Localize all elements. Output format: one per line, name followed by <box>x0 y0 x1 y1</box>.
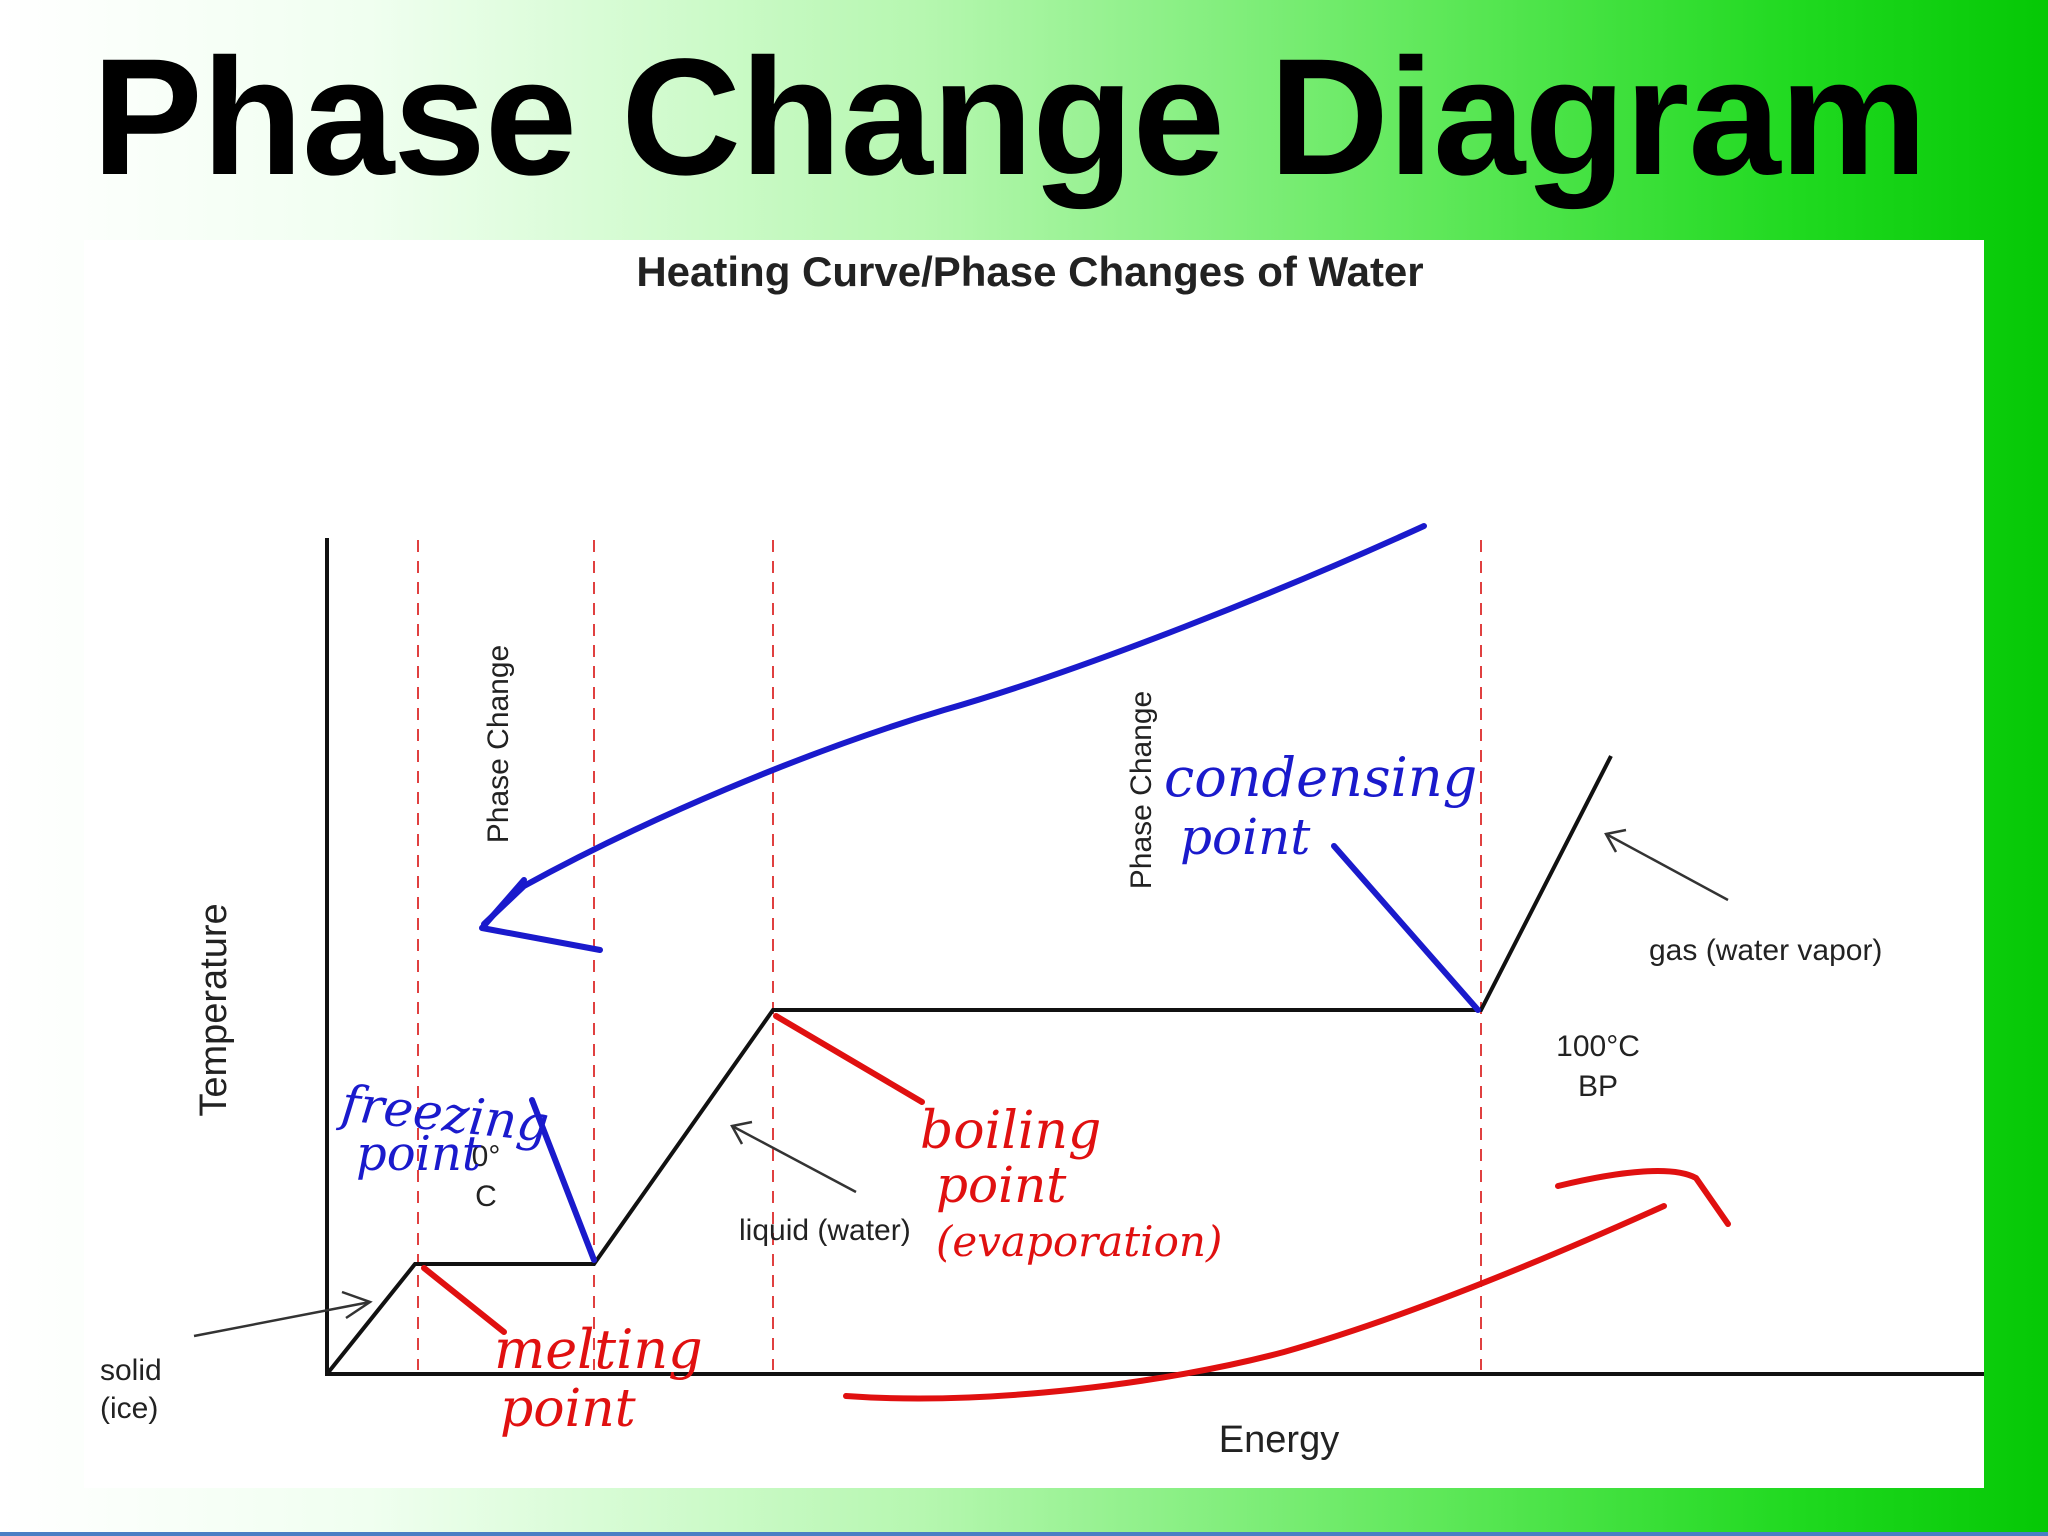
melting-annotation: melting <box>494 1318 703 1381</box>
solid-label-sub: (ice) <box>100 1392 158 1425</box>
bottom-rule <box>0 1532 2048 1536</box>
boiling-annotation-2: point <box>936 1156 1067 1214</box>
freezing-temp-unit: C <box>475 1180 497 1213</box>
boiling-annotation-3: (evaporation) <box>936 1217 1222 1266</box>
red-annotation-text: melting point boiling point (evaporation… <box>494 1101 1222 1439</box>
boiling-temp-label: 100°C <box>1556 1030 1640 1063</box>
liquid-pointer-arrow <box>730 1120 857 1194</box>
phase-change-label-melting: Phase Change <box>482 645 515 844</box>
blue-annotations <box>479 523 1481 1263</box>
gas-pointer-arrow <box>1604 828 1729 902</box>
boiling-red-stroke <box>773 1013 925 1105</box>
heating-curve-diagram: Heating Curve/Phase Changes of Water Ene… <box>100 248 1984 1461</box>
long-blue-arrow <box>481 523 1427 927</box>
chart-title: Heating Curve/Phase Changes of Water <box>636 248 1423 295</box>
energy-red-arrow <box>843 1203 1667 1402</box>
condensing-blue-stroke <box>1331 843 1481 1013</box>
red-annotations <box>421 1013 1731 1402</box>
energy-red-arrow-head <box>1555 1168 1731 1227</box>
slide-title: Phase Change Diagram <box>92 25 1927 210</box>
condensing-annotation: condensing <box>1164 746 1477 809</box>
freezing-blue-stroke <box>529 1097 597 1263</box>
liquid-label: liquid (water) <box>739 1214 911 1247</box>
melting-red-stroke <box>421 1265 507 1335</box>
melting-annotation-2: point <box>500 1379 636 1439</box>
freezing-temp-label: 0° <box>472 1140 501 1173</box>
diagram-panel: Heating Curve/Phase Changes of Water Ene… <box>84 240 1984 1488</box>
blue-annotation-text: freezing point condensing point <box>335 746 1477 1182</box>
solid-pointer-arrow <box>193 1290 373 1338</box>
condensing-annotation-2: point <box>1180 808 1311 866</box>
long-blue-arrow-head <box>479 877 603 953</box>
y-axis-label: Temperature <box>193 903 235 1116</box>
gas-label: gas (water vapor) <box>1649 934 1882 967</box>
phase-change-label-boiling: Phase Change <box>1125 691 1158 890</box>
boiling-annotation: boiling <box>920 1101 1101 1161</box>
pointer-arrows <box>193 828 1729 1338</box>
x-axis-label: Energy <box>1219 1419 1339 1461</box>
heating-curve <box>325 755 1613 1376</box>
solid-label: solid <box>100 1354 162 1387</box>
boiling-temp-unit: BP <box>1578 1070 1618 1103</box>
freezing-annotation-2: point <box>356 1126 482 1182</box>
